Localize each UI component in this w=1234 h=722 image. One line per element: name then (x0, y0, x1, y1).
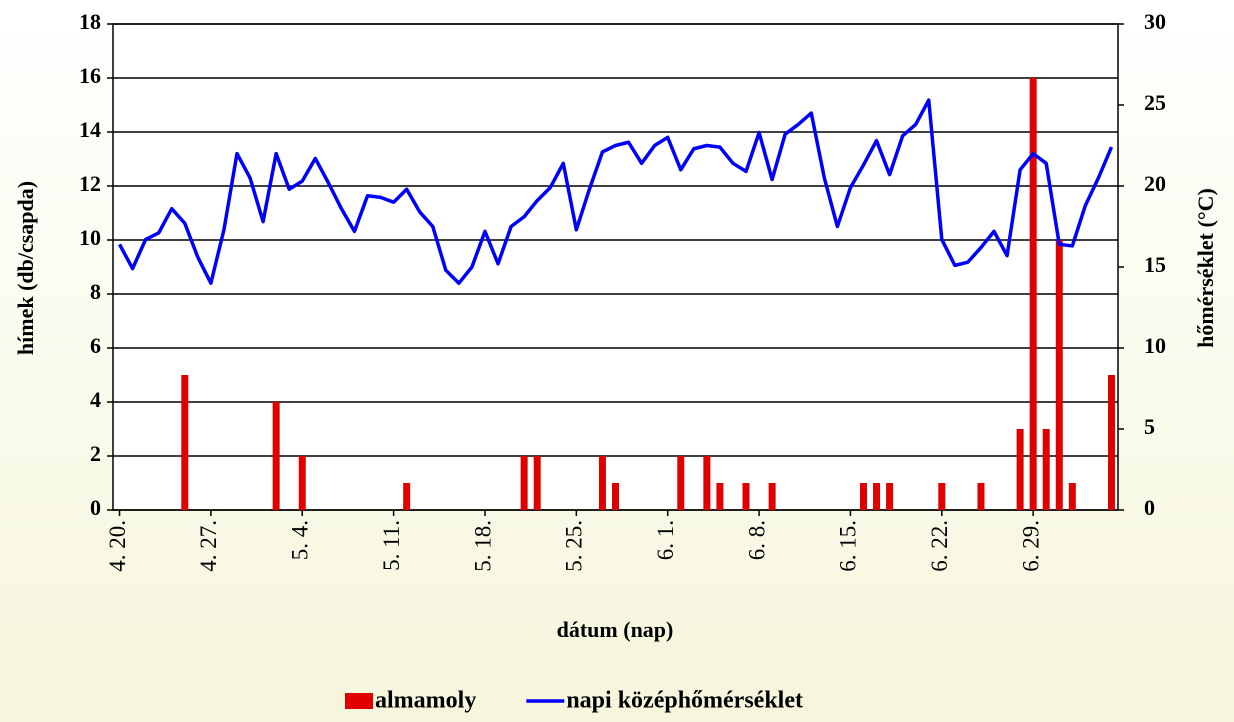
bar (1042, 429, 1050, 510)
x-tick-label: 6. 15. (836, 520, 861, 572)
bar (886, 483, 894, 510)
bar (598, 456, 606, 510)
plot-area (112, 23, 1119, 511)
y-tick-label: 12 (79, 171, 101, 196)
bar (272, 402, 280, 510)
y-tick-label: 10 (79, 225, 101, 250)
x-tick-label: 5. 25. (562, 520, 587, 572)
bar (181, 375, 189, 510)
y2-tick-label: 0 (1144, 495, 1155, 520)
y2-tick-label: 15 (1144, 252, 1166, 277)
x-tick-label: 4. 27. (196, 520, 221, 572)
x-axis-title: dátum (nap) (557, 617, 674, 642)
y2-tick-label: 30 (1144, 9, 1166, 34)
y2-tick-label: 20 (1144, 171, 1166, 196)
bar (677, 456, 685, 510)
bar (716, 483, 724, 510)
legend-swatch (345, 693, 373, 709)
bar (859, 483, 867, 510)
bar (612, 483, 619, 510)
bar (533, 456, 541, 510)
bar (520, 456, 528, 510)
y-tick-label: 18 (79, 9, 101, 34)
y-tick-label: 2 (90, 441, 101, 466)
bar (298, 456, 306, 510)
bar (1029, 78, 1037, 510)
y-tick-label: 0 (90, 495, 101, 520)
x-tick-label: 5. 18. (470, 520, 495, 572)
y-tick-label: 14 (79, 117, 101, 142)
x-tick-label: 6. 22. (927, 520, 952, 572)
bar (703, 456, 711, 510)
y-axis-title: hímek (db/csapda) (13, 181, 38, 355)
bar (768, 483, 776, 510)
y2-tick-label: 5 (1144, 414, 1155, 439)
y-tick-label: 4 (90, 387, 101, 412)
y2-tick-label: 25 (1144, 90, 1166, 115)
legend-label: napi középhőmérséklet (566, 688, 803, 714)
y-tick-label: 6 (90, 333, 101, 358)
bar (1068, 483, 1076, 510)
x-tick-label: 4. 20. (105, 520, 130, 572)
y2-axis-title: hőmérséklet (°C) (1193, 188, 1218, 348)
bar (403, 483, 411, 510)
x-tick-label: 6. 8. (744, 520, 769, 560)
bar (1055, 240, 1063, 510)
bar (977, 483, 985, 510)
bar (873, 483, 881, 510)
bar (938, 483, 946, 510)
line (117, 98, 1114, 285)
y-tick-label: 8 (90, 279, 101, 304)
x-tick-label: 5. 4. (288, 520, 313, 560)
legend-label: almamoly (375, 688, 476, 714)
bar (1016, 429, 1024, 510)
bar (1107, 375, 1115, 510)
bar (742, 483, 750, 510)
x-tick-label: 6. 29. (1018, 520, 1043, 572)
y-tick-label: 16 (79, 63, 101, 88)
y2-tick-label: 10 (1144, 333, 1166, 358)
x-tick-label: 6. 1. (653, 520, 678, 560)
x-tick-label: 5. 11. (379, 520, 404, 571)
